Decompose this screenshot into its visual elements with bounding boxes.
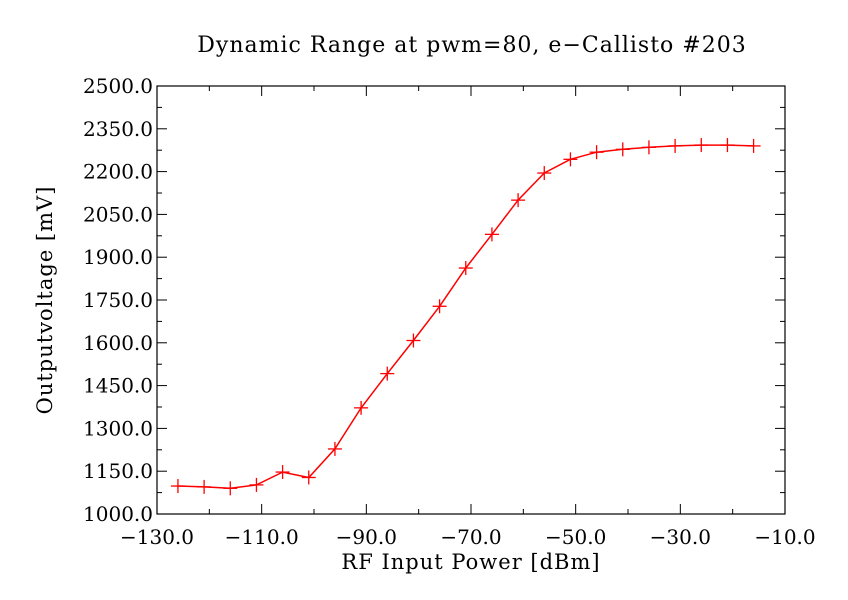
x-tick-label: −50.0 xyxy=(545,525,606,549)
data-point-marker xyxy=(563,152,578,167)
data-point-marker xyxy=(694,138,709,153)
data-point-marker xyxy=(327,441,342,456)
data-point-marker xyxy=(406,333,421,348)
y-tick-label: 1000.0 xyxy=(83,502,153,526)
y-tick-label: 1150.0 xyxy=(83,459,153,483)
x-axis: −130.0 −110.0 −90.0 −70.0 −50.0 −30.0 −10.0 xyxy=(120,86,816,549)
data-point-marker xyxy=(249,477,264,492)
data-point-marker xyxy=(301,470,316,485)
data-point-marker xyxy=(615,142,630,157)
y-tick-label: 1900.0 xyxy=(83,245,153,269)
y-tick-label: 2500.0 xyxy=(83,74,153,98)
data-point-marker xyxy=(275,465,290,480)
data-point-marker xyxy=(746,138,761,153)
y-tick-label: 2200.0 xyxy=(83,160,153,184)
data-point-marker xyxy=(589,145,604,160)
data-point-marker xyxy=(458,261,473,276)
y-axis-title: Outputvoltage [mV] xyxy=(33,186,57,415)
data-point-marker xyxy=(484,227,499,242)
series-line xyxy=(177,144,754,490)
y-tick-label: 1600.0 xyxy=(83,331,153,355)
data-point-marker xyxy=(511,193,526,208)
x-tick-label: −130.0 xyxy=(120,525,194,549)
data-point-marker xyxy=(380,366,395,381)
plot-frame xyxy=(156,85,786,515)
y-axis: 1000.0 1150.0 1300.0 1450.0 1600.0 1750.0 1900… xyxy=(83,74,785,526)
data-point-marker xyxy=(432,299,447,314)
x-tick-label: −30.0 xyxy=(650,525,711,549)
x-tick-label: −90.0 xyxy=(336,525,397,549)
x-tick-label: −70.0 xyxy=(440,525,501,549)
chart-title: Dynamic Range at pwm=80, e−Callisto #203 xyxy=(197,33,746,58)
data-point-marker xyxy=(170,479,185,494)
data-point-marker xyxy=(197,479,212,494)
x-tick-label: −110.0 xyxy=(225,525,299,549)
y-tick-label: 2350.0 xyxy=(83,117,153,141)
x-tick-label: −10.0 xyxy=(754,525,815,549)
data-point-marker xyxy=(223,481,238,496)
data-point-marker xyxy=(354,400,369,415)
data-point-marker xyxy=(537,166,552,181)
y-tick-label: 2050.0 xyxy=(83,202,153,226)
y-tick-label: 1300.0 xyxy=(83,416,153,440)
y-tick-label: 1450.0 xyxy=(83,374,153,398)
x-axis-title: RF Input Power [dBm] xyxy=(341,550,600,574)
y-tick-label: 1750.0 xyxy=(83,288,153,312)
data-point-marker xyxy=(720,138,735,153)
data-point-marker xyxy=(668,138,683,153)
series-layer xyxy=(170,138,761,496)
data-point-marker xyxy=(641,140,656,155)
